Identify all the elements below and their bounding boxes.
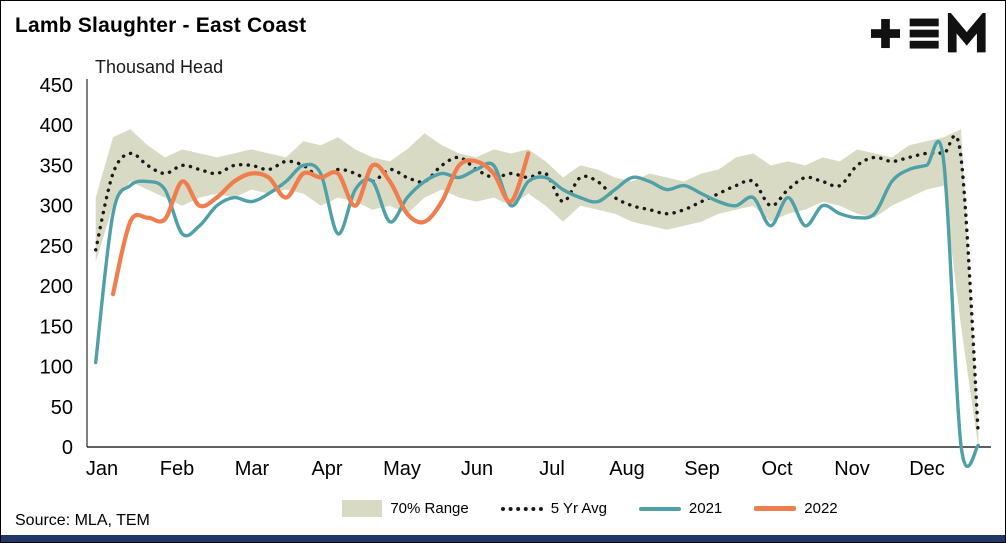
x-month-may: May — [383, 458, 421, 480]
logo-bar-middle — [909, 29, 939, 38]
source-note: Source: MLA, TEM — [15, 512, 150, 529]
x-month-dec: Dec — [909, 458, 945, 480]
range-band-swatch — [342, 500, 383, 517]
x-month-jun: Jun — [461, 458, 493, 480]
y-tick-0: 0 — [62, 437, 73, 459]
series-2022-swatch — [754, 506, 797, 511]
legend-item-2022: 2022 — [754, 500, 838, 517]
y-axis-title: Thousand Head — [95, 57, 224, 77]
logo-plus-vertical — [881, 19, 890, 49]
series-line-5-yr-avg — [94, 134, 980, 437]
x-month-sep: Sep — [684, 458, 720, 480]
y-tick-400: 400 — [40, 115, 73, 137]
logo-bar-bottom — [909, 40, 939, 49]
legend-label-70-range: 70% Range — [390, 500, 469, 517]
x-month-nov: Nov — [834, 458, 870, 480]
bottom-accent-bar — [1, 535, 1005, 542]
tem-logo — [871, 13, 986, 53]
y-tick-350: 350 — [40, 155, 73, 177]
chart-legend: 70% Range 5 Yr Avg 2021 2022 — [191, 500, 989, 517]
legend-label-2022: 2022 — [804, 500, 838, 517]
x-month-jul: Jul — [539, 458, 565, 480]
logo-m-glyph — [947, 13, 986, 53]
range-band-area — [95, 129, 979, 447]
chart-title: Lamb Slaughter - East Coast — [15, 14, 307, 37]
x-month-aug: Aug — [609, 458, 645, 480]
series-line-2022 — [110, 151, 531, 297]
y-tick-50: 50 — [51, 397, 73, 419]
x-month-oct: Oct — [761, 458, 793, 480]
y-tick-300: 300 — [40, 196, 73, 218]
x-month-apr: Apr — [311, 458, 342, 480]
legend-item-70-range: 70% Range — [342, 500, 469, 517]
legend-item-5yr-avg: 5 Yr Avg — [500, 500, 607, 517]
y-tick-100: 100 — [40, 357, 73, 379]
legend-item-2021: 2021 — [638, 500, 723, 517]
x-month-mar: Mar — [235, 458, 270, 480]
series-2021-swatch — [638, 506, 681, 511]
series-line-2021 — [94, 139, 980, 468]
x-month-jan: Jan — [86, 458, 118, 480]
legend-label-2021: 2021 — [688, 500, 723, 517]
y-tick-250: 250 — [40, 236, 73, 258]
lamb-slaughter-chart: 450 400 350 300 250 200 150 100 50 0 Jan Feb Mar Apr M… — [40, 75, 991, 480]
y-tick-200: 200 — [40, 276, 73, 298]
legend-label-5yr-avg: 5 Yr Avg — [550, 500, 607, 517]
five-yr-avg-swatch — [500, 506, 543, 511]
logo-bar-top — [909, 18, 939, 27]
x-month-feb: Feb — [160, 458, 194, 480]
y-tick-150: 150 — [40, 316, 73, 338]
y-tick-450: 450 — [40, 75, 73, 97]
